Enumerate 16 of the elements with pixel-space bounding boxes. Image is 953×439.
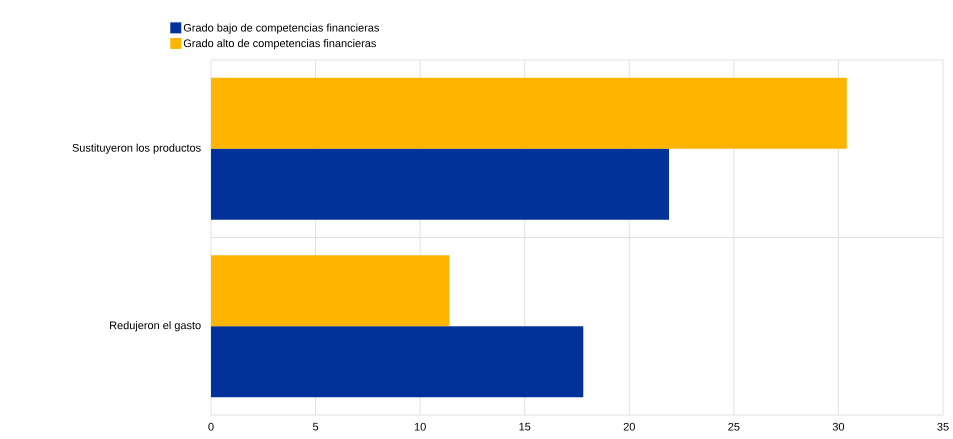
bar [211,255,450,326]
y-tick-label: Redujeron el gasto [110,321,201,332]
x-tick-label: 10 [414,422,426,431]
x-tick-label: 25 [728,422,740,431]
x-tick-label: 5 [312,422,318,431]
legend-label: Grado alto de competencias financieras [184,39,376,50]
x-tick-label: 0 [208,422,214,431]
x-tick-label: 30 [832,422,844,431]
y-tick-label: Sustituyeron los productos [72,144,201,154]
x-tick-label: 15 [519,422,530,431]
bar [211,78,847,149]
x-tick-label: 35 [937,422,949,431]
legend-label: Grado bajo de competencias financieras [184,24,379,34]
bar [211,326,584,398]
x-tick-label: 20 [624,422,635,431]
bar [211,148,670,220]
